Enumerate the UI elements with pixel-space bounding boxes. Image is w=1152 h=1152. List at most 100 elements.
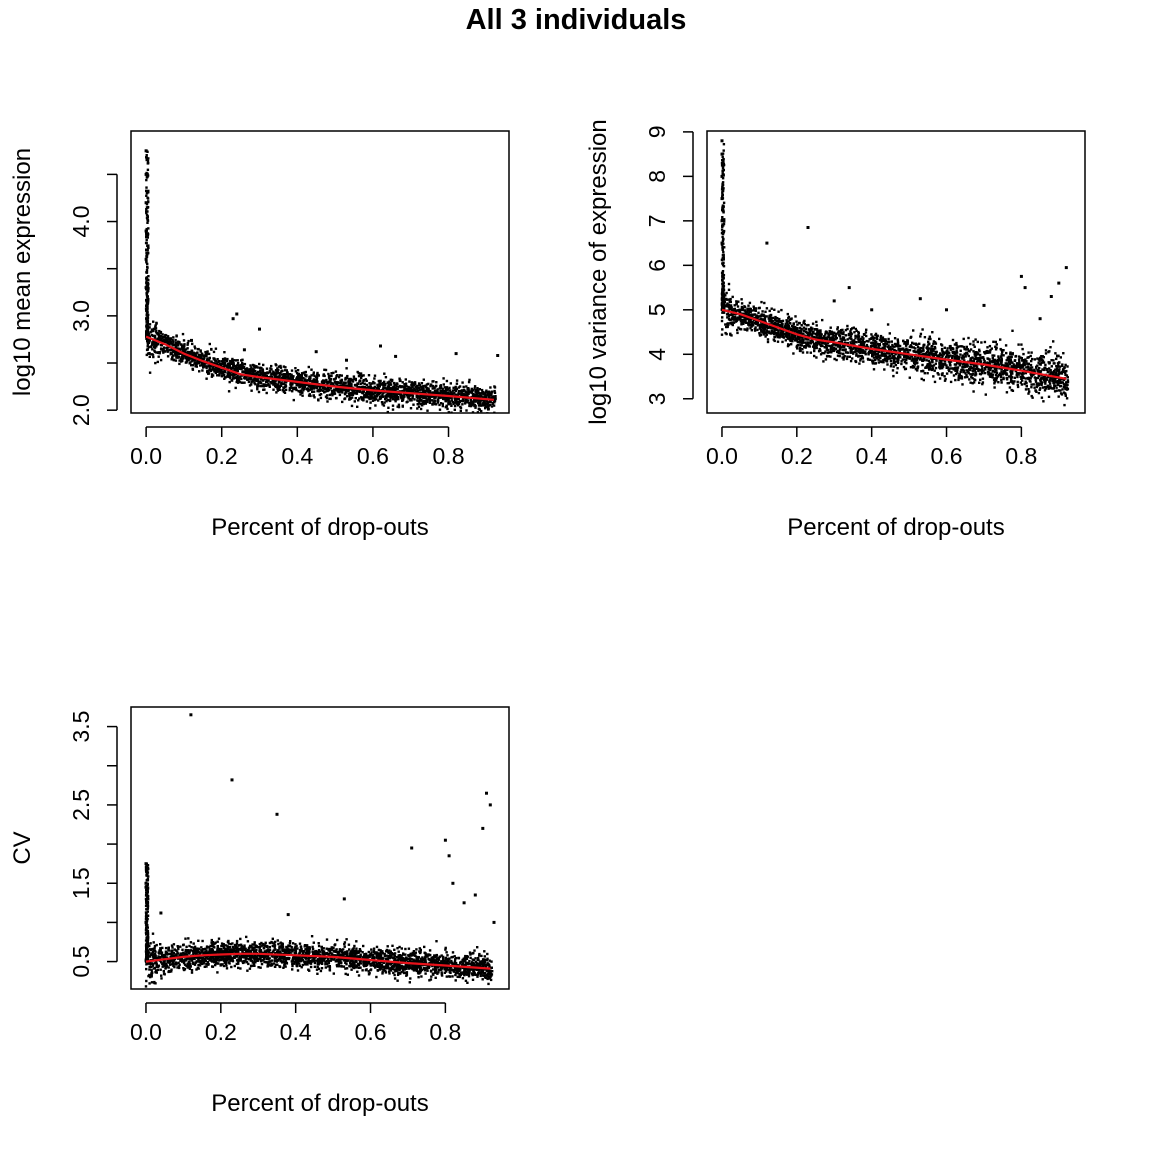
data-point bbox=[461, 381, 464, 384]
data-point bbox=[726, 302, 729, 305]
data-point bbox=[147, 299, 150, 302]
data-point bbox=[852, 351, 855, 354]
data-point bbox=[743, 316, 747, 319]
data-point bbox=[730, 306, 733, 309]
data-point bbox=[796, 347, 799, 350]
outlier-point bbox=[345, 358, 348, 362]
data-point bbox=[179, 357, 183, 361]
data-point bbox=[857, 354, 860, 357]
data-point bbox=[922, 349, 925, 352]
data-point bbox=[795, 345, 798, 349]
data-point bbox=[289, 383, 292, 386]
data-point bbox=[416, 403, 419, 406]
data-point bbox=[200, 352, 204, 355]
data-point bbox=[373, 377, 376, 380]
data-point bbox=[145, 235, 148, 239]
data-point bbox=[931, 331, 934, 334]
data-point bbox=[417, 386, 421, 390]
data-point bbox=[878, 339, 882, 342]
data-point bbox=[924, 352, 928, 355]
data-point bbox=[166, 349, 169, 352]
data-point bbox=[312, 373, 315, 376]
y-tick-label: 2.0 bbox=[68, 394, 94, 426]
data-point bbox=[223, 370, 227, 373]
data-point bbox=[340, 381, 343, 384]
data-point bbox=[747, 317, 750, 320]
data-point bbox=[146, 331, 149, 334]
data-point bbox=[327, 389, 330, 392]
data-point bbox=[146, 197, 150, 200]
data-point bbox=[267, 382, 270, 385]
data-point bbox=[817, 350, 821, 353]
data-point bbox=[427, 389, 431, 392]
data-point bbox=[838, 348, 842, 351]
data-point bbox=[999, 375, 1003, 379]
data-point bbox=[281, 375, 284, 379]
data-point bbox=[927, 343, 930, 346]
data-point bbox=[850, 342, 853, 345]
data-point bbox=[457, 386, 460, 389]
data-point bbox=[409, 407, 413, 410]
data-point bbox=[801, 348, 804, 351]
data-point bbox=[397, 395, 400, 399]
data-point bbox=[845, 351, 848, 354]
data-point bbox=[815, 356, 818, 359]
data-point bbox=[312, 371, 315, 374]
data-point bbox=[349, 382, 352, 385]
data-point bbox=[763, 318, 767, 321]
data-point bbox=[321, 380, 324, 383]
outlier-point bbox=[144, 257, 148, 261]
data-point bbox=[387, 383, 390, 386]
data-point bbox=[1044, 382, 1047, 385]
data-point bbox=[969, 342, 972, 346]
data-point bbox=[248, 371, 251, 375]
data-point bbox=[978, 372, 982, 375]
data-point bbox=[266, 384, 269, 387]
data-point bbox=[436, 388, 439, 391]
data-point bbox=[898, 354, 901, 357]
data-point bbox=[356, 385, 359, 389]
data-point bbox=[436, 401, 439, 404]
data-point bbox=[1035, 383, 1038, 386]
data-point bbox=[428, 396, 431, 399]
data-point bbox=[813, 354, 816, 358]
data-point bbox=[429, 390, 432, 393]
data-point bbox=[926, 347, 929, 350]
data-point bbox=[196, 359, 200, 362]
data-point bbox=[1028, 368, 1031, 371]
data-point bbox=[145, 281, 148, 285]
data-point bbox=[947, 351, 950, 354]
data-point bbox=[145, 211, 148, 215]
data-point bbox=[377, 386, 380, 390]
data-point bbox=[994, 378, 997, 381]
data-point bbox=[179, 352, 182, 355]
data-point bbox=[492, 396, 495, 399]
data-point bbox=[1018, 360, 1021, 363]
data-point bbox=[990, 372, 993, 375]
data-point bbox=[428, 398, 431, 402]
data-point bbox=[201, 369, 204, 372]
data-point bbox=[259, 384, 263, 388]
data-point bbox=[190, 351, 193, 355]
data-point bbox=[172, 358, 175, 362]
data-point bbox=[145, 293, 149, 297]
data-point bbox=[816, 328, 819, 331]
data-point bbox=[337, 381, 341, 385]
data-point bbox=[227, 390, 231, 393]
data-point bbox=[381, 403, 384, 406]
data-point bbox=[146, 246, 150, 250]
data-point bbox=[854, 348, 857, 351]
data-point bbox=[231, 357, 234, 361]
data-point bbox=[325, 380, 328, 384]
data-point bbox=[474, 393, 477, 397]
data-point bbox=[171, 338, 174, 342]
data-point bbox=[205, 365, 208, 368]
data-point bbox=[214, 365, 218, 369]
data-point bbox=[981, 371, 984, 374]
data-point bbox=[254, 370, 257, 373]
data-point bbox=[851, 327, 854, 330]
data-point bbox=[1014, 369, 1017, 373]
data-point bbox=[470, 389, 473, 392]
data-point bbox=[823, 335, 826, 338]
